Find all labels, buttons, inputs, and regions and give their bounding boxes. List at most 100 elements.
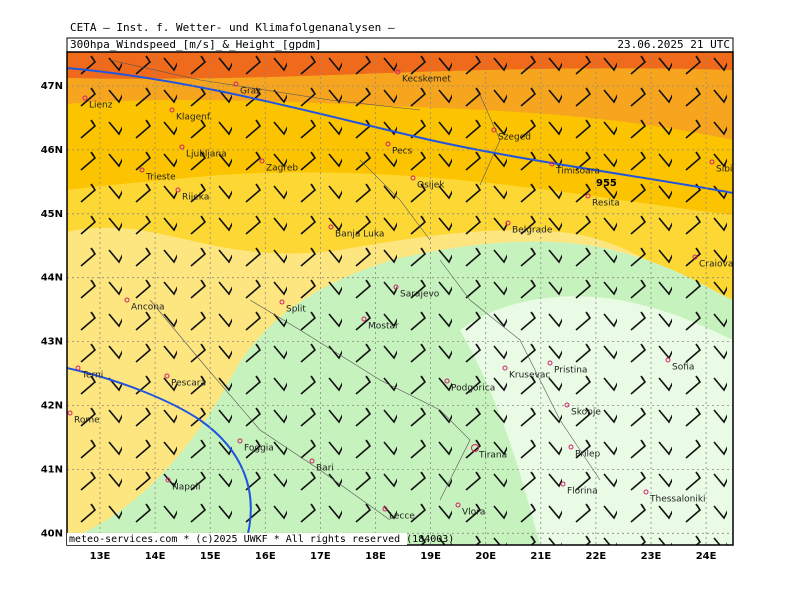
lat-label: 43N — [41, 337, 63, 348]
city-label: Pecs — [392, 147, 413, 157]
lat-label: 47N — [41, 81, 63, 92]
city-dot — [169, 107, 175, 113]
city-label: Graz — [240, 87, 261, 97]
city-dot — [643, 489, 649, 495]
city-dot — [410, 175, 416, 181]
city-dot — [560, 481, 566, 487]
city-dot — [444, 378, 450, 384]
city-label: Resita — [592, 199, 620, 209]
axes: 13E 14E 15E 16E 17E 18E 19E 20E 21E 22E 23E 24E 47N 4… — [41, 81, 717, 562]
city-dot — [361, 316, 367, 322]
lat-label: 42N — [41, 401, 63, 412]
city-label: Tirana — [478, 451, 507, 461]
city-label: Podgorica — [451, 384, 495, 394]
city-label: Banja Luka — [335, 230, 384, 240]
city-label: Pescara — [171, 379, 206, 389]
city-label: Klagenf. — [176, 113, 212, 123]
city-dot — [82, 95, 88, 101]
city-dot — [665, 357, 671, 363]
city-dot — [279, 299, 285, 305]
city-label: Thessaloniki — [649, 495, 706, 505]
city-dot — [309, 458, 315, 464]
contour-label: 955 — [596, 178, 617, 189]
city-label: Ancona — [131, 303, 165, 313]
city-label: Sarajevo — [400, 290, 440, 300]
lon-label: 20E — [475, 551, 496, 562]
graticule — [67, 52, 733, 545]
city-label: Kecskemet — [402, 75, 451, 85]
footer: meteo-services.com * (c)2025 UWKF * All … — [69, 534, 454, 545]
map-title: 300hpa_Windspeed_[m/s]_&_Height_[gpdm] — [70, 38, 322, 51]
city-dot — [328, 224, 334, 230]
lon-label: 16E — [255, 551, 276, 562]
city-dot — [547, 360, 553, 366]
lon-label: 22E — [586, 551, 607, 562]
city-dot — [395, 69, 401, 75]
lon-label: 24E — [696, 551, 717, 562]
city-label: Prilep — [575, 450, 601, 460]
borders — [109, 59, 601, 521]
city-dot — [175, 187, 181, 193]
contour-line — [67, 67, 733, 194]
city-label: Timisoara — [555, 167, 600, 177]
city-label: Rome — [74, 416, 100, 426]
lat-label: 46N — [41, 145, 63, 156]
city-label: Trieste — [145, 173, 176, 183]
city-dot — [385, 141, 391, 147]
wind-barbs — [67, 52, 733, 545]
city-dot — [165, 477, 171, 483]
city-dot — [75, 365, 81, 371]
lat-label: 44N — [41, 273, 63, 284]
city-dot — [491, 127, 497, 133]
city-dot — [549, 161, 555, 167]
city-label: Lienz — [89, 101, 113, 111]
city-label: Sibiu — [716, 165, 738, 175]
footer-box — [67, 533, 407, 545]
city-label: Lecce — [389, 512, 415, 522]
lat-label: 41N — [41, 464, 63, 475]
lon-label: 21E — [530, 551, 551, 562]
city-dot — [259, 158, 265, 164]
lon-label: 14E — [145, 551, 166, 562]
city-label: Krusevac — [509, 371, 550, 381]
city-label: Split — [286, 305, 306, 315]
lon-label: 17E — [310, 551, 331, 562]
city-dot — [455, 502, 461, 508]
lon-label: 19E — [420, 551, 441, 562]
city-dot — [233, 81, 239, 87]
city-dot — [164, 373, 170, 379]
map-area: Graz Kecskemet Lienz Klagenf. Ljubljana Tries… — [67, 52, 738, 545]
city-label: Florina — [567, 487, 598, 497]
city-label: Craiova — [699, 260, 733, 270]
city-label: Bari — [316, 464, 334, 474]
city-label: Sofia — [672, 363, 694, 373]
city-label: Terni — [81, 371, 103, 381]
city-dot — [393, 284, 399, 290]
city-label: Pristina — [554, 366, 587, 376]
city-dot — [237, 438, 243, 444]
city-label: Mostar — [368, 322, 399, 332]
city-dot — [124, 297, 130, 303]
cities: Graz Kecskemet Lienz Klagenf. Ljubljana Tries… — [67, 69, 738, 522]
city-dot — [502, 365, 508, 371]
lon-label: 18E — [365, 551, 386, 562]
city-label: Skopje — [571, 408, 601, 418]
city-label: Napoli — [172, 483, 200, 493]
lat-label: 45N — [41, 209, 63, 220]
lon-label: 13E — [90, 551, 111, 562]
city-dot — [67, 410, 73, 416]
lat-label: 40N — [41, 528, 63, 539]
city-dot — [471, 444, 479, 452]
city-dot — [585, 193, 591, 199]
city-label: Vlora — [462, 508, 485, 518]
contour-line — [67, 367, 252, 545]
source-line: CETA — Inst. f. Wetter- und Klimafolgena… — [70, 21, 395, 34]
city-label: Szeged — [498, 133, 531, 143]
lon-label: 15E — [200, 551, 221, 562]
lon-label: 23E — [641, 551, 662, 562]
city-dot — [179, 144, 185, 150]
city-label: Zagreb — [266, 164, 298, 174]
city-label: Ljubljana — [186, 150, 227, 160]
map-datetime: 23.06.2025 21 UTC — [617, 38, 730, 51]
